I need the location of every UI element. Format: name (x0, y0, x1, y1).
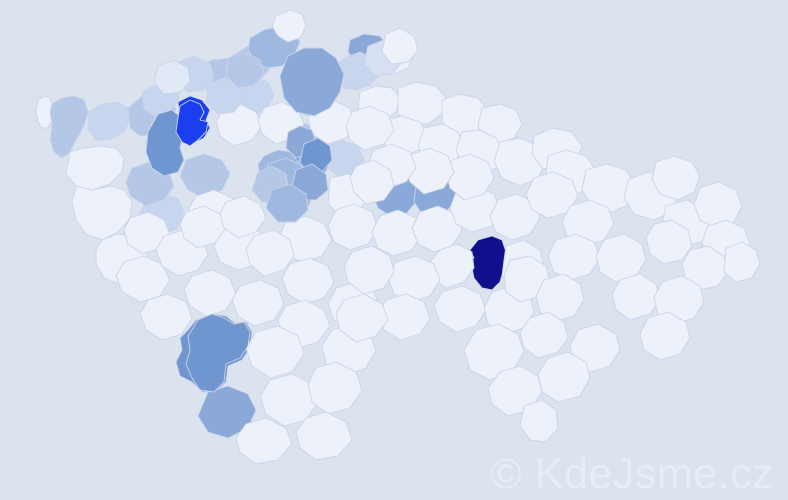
district-brno-mesto[interactable] (520, 312, 568, 358)
district-jh-southeast[interactable] (308, 362, 362, 414)
district-krnov[interactable] (652, 156, 700, 200)
district-jh-far-se[interactable] (296, 412, 352, 460)
district-strakonice[interactable] (184, 270, 236, 316)
district-nw-light-b[interactable] (226, 52, 264, 88)
district-novy-jicin[interactable] (646, 220, 692, 264)
district-nymburk-e[interactable] (350, 160, 394, 204)
district-pelhrimov-s[interactable] (336, 294, 388, 342)
district-tachov[interactable] (72, 186, 132, 240)
district-south-tip[interactable] (520, 400, 558, 442)
district-havlickuv-brod[interactable] (372, 210, 422, 256)
district-ne-light-c[interactable] (382, 28, 418, 64)
district-trebic[interactable] (434, 286, 486, 332)
district-nw-light-a[interactable] (206, 78, 244, 114)
district-vyskov[interactable] (536, 274, 584, 322)
district-ck-south[interactable] (236, 418, 292, 464)
district-benesov-w[interactable] (246, 230, 294, 276)
district-kutna-hora[interactable] (328, 204, 378, 250)
district-jihlava[interactable] (388, 256, 440, 302)
district-prague-cluster-ne[interactable] (300, 138, 332, 174)
district-tabor[interactable] (282, 258, 334, 304)
district-decin-north[interactable] (272, 10, 306, 42)
district-prostejov[interactable] (548, 234, 600, 280)
district-mb-east[interactable] (346, 106, 394, 150)
district-chomutov-bright[interactable] (176, 100, 208, 146)
district-cheb[interactable] (50, 96, 88, 158)
district-kromeriz[interactable] (612, 274, 660, 320)
district-uherske-hradiste[interactable] (640, 312, 690, 360)
district-pribram-w[interactable] (220, 196, 266, 238)
district-rakovnik[interactable] (180, 154, 230, 198)
district-sokolov[interactable] (88, 102, 130, 140)
district-liberec-main[interactable] (280, 48, 344, 116)
district-layer (36, 10, 760, 464)
district-litomerice-s[interactable] (216, 104, 262, 146)
district-prachatice-main[interactable] (186, 314, 250, 392)
district-kv-south[interactable] (66, 146, 124, 190)
district-karvina[interactable] (694, 182, 742, 228)
district-ceske-budejovice[interactable] (246, 326, 304, 378)
district-nw-light-d[interactable] (154, 60, 190, 94)
district-rokycany[interactable] (180, 206, 226, 248)
district-pisek[interactable] (232, 280, 284, 326)
district-vsetin[interactable] (682, 246, 728, 290)
district-ostrava-e[interactable] (724, 242, 760, 282)
district-pelhrimov[interactable] (344, 246, 394, 294)
district-klatovy-s[interactable] (140, 294, 192, 340)
district-prague-cluster-far-s[interactable] (266, 184, 308, 222)
watermark-kdejsme: © KdeJsme.cz (490, 450, 774, 498)
district-svitavy-s[interactable] (490, 194, 540, 240)
